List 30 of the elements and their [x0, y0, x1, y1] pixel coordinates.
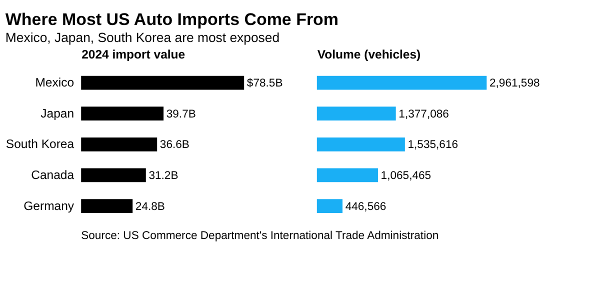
- y-tick-label: Canada: [31, 168, 74, 182]
- data-label: 2,961,598: [490, 78, 540, 90]
- bar: [81, 168, 146, 182]
- x-axis-title: Volume (vehicles): [317, 48, 421, 62]
- y-tick-label: Germany: [24, 198, 75, 213]
- bar: [81, 137, 158, 152]
- data-label: 24.8B: [135, 200, 165, 213]
- bar: [316, 199, 342, 213]
- data-label: 1,377,086: [398, 108, 449, 120]
- chart-subtitle: Mexico, Japan, South Korea are most exposed: [5, 30, 280, 46]
- chart-title: Where Most US Auto Imports Come From: [5, 10, 339, 30]
- data-label: $78.5B: [246, 78, 283, 90]
- data-label: 36.6B: [160, 139, 190, 152]
- bar: [81, 106, 164, 121]
- x-axis-title: 2024 import value: [82, 48, 186, 62]
- data-label: 31.2B: [148, 170, 178, 182]
- bar: [316, 76, 487, 90]
- bar: [316, 106, 396, 121]
- data-label: 1,065,465: [380, 170, 432, 182]
- source-note: Source: US Commerce Department's International Trade Administration: [81, 230, 439, 242]
- y-tick-label: Japan: [40, 106, 74, 120]
- bar: [316, 137, 405, 152]
- y-tick-label: South Korea: [6, 137, 74, 152]
- data-label: 446,566: [345, 200, 386, 213]
- data-label: 39.7B: [166, 108, 196, 120]
- bar: [81, 76, 244, 90]
- bar: [316, 168, 378, 182]
- y-tick-label: Mexico: [35, 76, 74, 90]
- bar: [81, 199, 133, 213]
- data-label: 1,535,616: [408, 139, 458, 152]
